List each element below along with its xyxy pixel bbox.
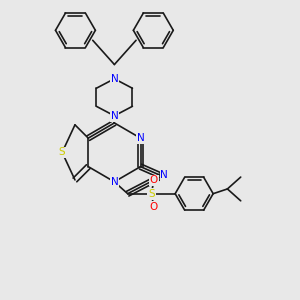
Text: O: O bbox=[150, 176, 158, 185]
Text: N: N bbox=[110, 74, 118, 84]
Text: S: S bbox=[59, 147, 65, 158]
Text: N: N bbox=[160, 170, 168, 180]
Text: O: O bbox=[150, 202, 158, 212]
Text: N: N bbox=[110, 177, 118, 187]
Text: S: S bbox=[148, 189, 155, 199]
Text: N: N bbox=[160, 172, 168, 182]
Text: N: N bbox=[136, 133, 144, 143]
Text: N: N bbox=[110, 111, 118, 121]
